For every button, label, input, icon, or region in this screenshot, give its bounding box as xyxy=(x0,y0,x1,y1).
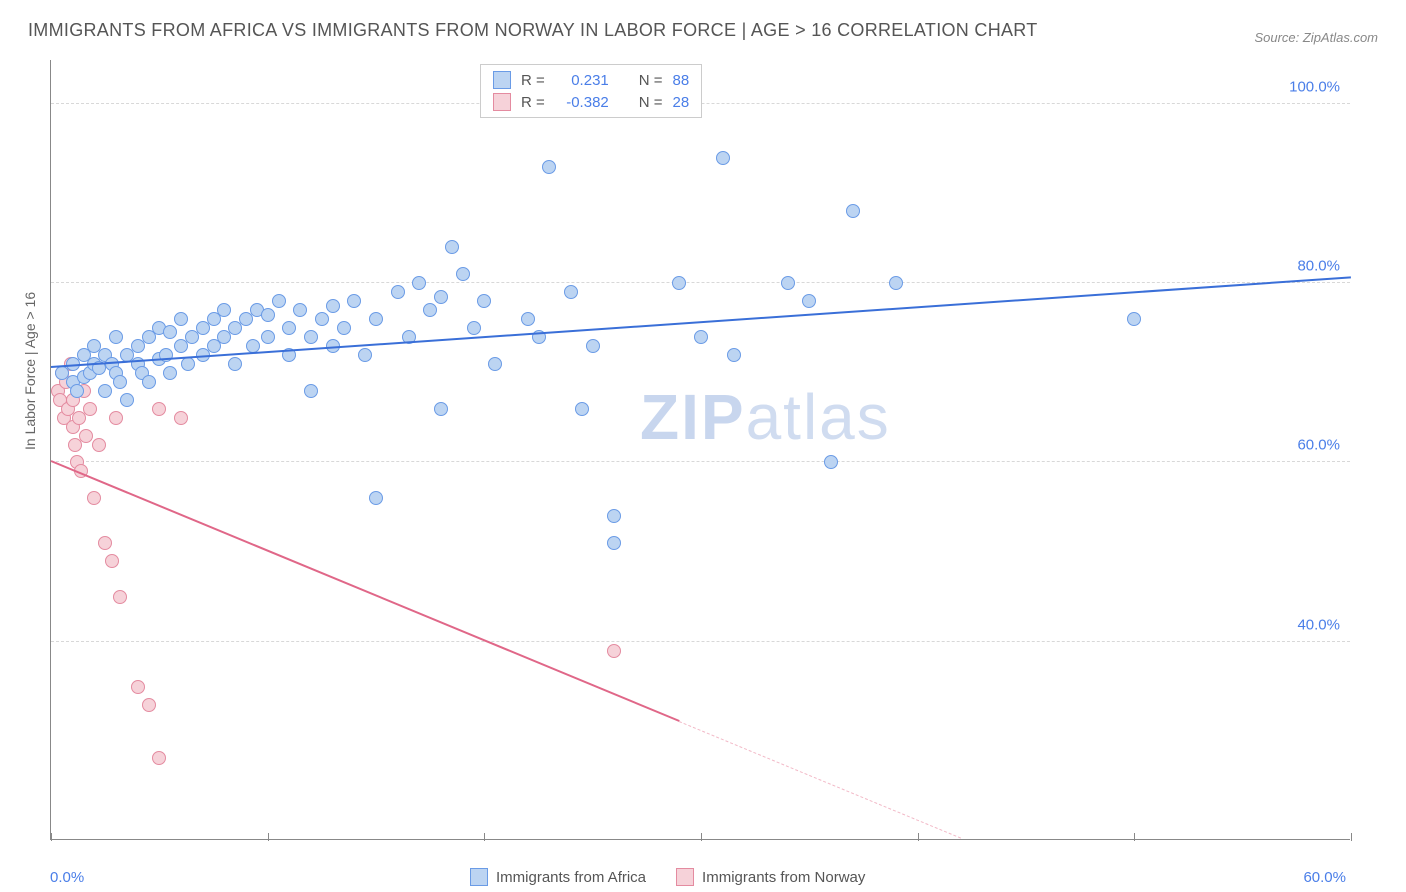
x-tick-mark xyxy=(918,833,919,841)
africa-point xyxy=(109,330,123,344)
africa-point xyxy=(163,366,177,380)
africa-point xyxy=(672,276,686,290)
correlation-legend: R = 0.231 N = 88 R = -0.382 N = 28 xyxy=(480,64,702,118)
norway-point xyxy=(174,411,188,425)
africa-point xyxy=(467,321,481,335)
africa-point xyxy=(358,348,372,362)
x-tick-mark xyxy=(484,833,485,841)
africa-point xyxy=(607,509,621,523)
y-axis-label: In Labor Force | Age > 16 xyxy=(22,292,38,450)
africa-point xyxy=(174,312,188,326)
africa-point xyxy=(142,375,156,389)
norway-point xyxy=(83,402,97,416)
africa-point xyxy=(488,357,502,371)
africa-point xyxy=(445,240,459,254)
africa-point xyxy=(1127,312,1141,326)
africa-point xyxy=(716,151,730,165)
gridline xyxy=(51,461,1350,462)
africa-point xyxy=(282,321,296,335)
africa-point xyxy=(542,160,556,174)
gridline xyxy=(51,641,1350,642)
africa-point xyxy=(889,276,903,290)
swatch-africa-icon xyxy=(470,868,488,886)
africa-point xyxy=(781,276,795,290)
africa-point xyxy=(575,402,589,416)
africa-point xyxy=(477,294,491,308)
x-tick-mark xyxy=(268,833,269,841)
africa-point xyxy=(694,330,708,344)
series-legend: Immigrants from Africa Immigrants from N… xyxy=(470,868,865,886)
africa-point xyxy=(326,299,340,313)
swatch-norway xyxy=(493,93,511,111)
africa-point xyxy=(391,285,405,299)
norway-point xyxy=(98,536,112,550)
africa-point xyxy=(846,204,860,218)
trend-line xyxy=(51,461,680,723)
norway-point xyxy=(87,491,101,505)
africa-point xyxy=(163,325,177,339)
africa-point xyxy=(304,384,318,398)
africa-point xyxy=(824,455,838,469)
norway-point xyxy=(152,402,166,416)
legend-row-norway: R = -0.382 N = 28 xyxy=(493,93,689,111)
africa-point xyxy=(434,402,448,416)
africa-point xyxy=(456,267,470,281)
legend-item-norway: Immigrants from Norway xyxy=(676,868,865,886)
y-tick-label: 100.0% xyxy=(1289,78,1340,95)
source-label: Source: ZipAtlas.com xyxy=(1254,30,1378,45)
africa-point xyxy=(434,290,448,304)
norway-point xyxy=(92,438,106,452)
africa-point xyxy=(272,294,286,308)
africa-point xyxy=(727,348,741,362)
africa-point xyxy=(412,276,426,290)
africa-point xyxy=(369,312,383,326)
africa-point xyxy=(293,303,307,317)
africa-point xyxy=(802,294,816,308)
y-tick-label: 80.0% xyxy=(1297,258,1340,275)
legend-item-africa: Immigrants from Africa xyxy=(470,868,646,886)
norway-point xyxy=(131,680,145,694)
norway-point xyxy=(79,429,93,443)
x-tick-mark xyxy=(701,833,702,841)
africa-point xyxy=(369,491,383,505)
africa-point xyxy=(315,312,329,326)
africa-point xyxy=(337,321,351,335)
x-tick-mark xyxy=(1134,833,1135,841)
africa-point xyxy=(217,303,231,317)
norway-point xyxy=(109,411,123,425)
africa-point xyxy=(261,330,275,344)
africa-point xyxy=(98,384,112,398)
norway-point xyxy=(152,751,166,765)
africa-point xyxy=(70,384,84,398)
norway-point xyxy=(607,644,621,658)
gridline xyxy=(51,282,1350,283)
africa-point xyxy=(120,393,134,407)
swatch-africa xyxy=(493,71,511,89)
legend-row-africa: R = 0.231 N = 88 xyxy=(493,71,689,89)
africa-point xyxy=(304,330,318,344)
africa-point xyxy=(521,312,535,326)
y-tick-label: 60.0% xyxy=(1297,437,1340,454)
trend-line-dashed xyxy=(679,721,961,838)
africa-point xyxy=(113,375,127,389)
africa-point xyxy=(586,339,600,353)
chart-title: IMMIGRANTS FROM AFRICA VS IMMIGRANTS FRO… xyxy=(28,20,1038,41)
norway-point xyxy=(142,698,156,712)
x-tick-mark xyxy=(51,833,52,841)
y-tick-label: 40.0% xyxy=(1297,616,1340,633)
x-tick-mark xyxy=(1351,833,1352,841)
plot-area: 40.0% 60.0% 80.0% 100.0% xyxy=(50,60,1350,840)
africa-point xyxy=(228,357,242,371)
norway-point xyxy=(105,554,119,568)
africa-point xyxy=(261,308,275,322)
africa-point xyxy=(564,285,578,299)
swatch-norway-icon xyxy=(676,868,694,886)
norway-point xyxy=(113,590,127,604)
africa-point xyxy=(607,536,621,550)
x-tick-min: 0.0% xyxy=(50,869,84,886)
x-tick-max: 60.0% xyxy=(1303,869,1346,886)
africa-point xyxy=(347,294,361,308)
africa-point xyxy=(423,303,437,317)
